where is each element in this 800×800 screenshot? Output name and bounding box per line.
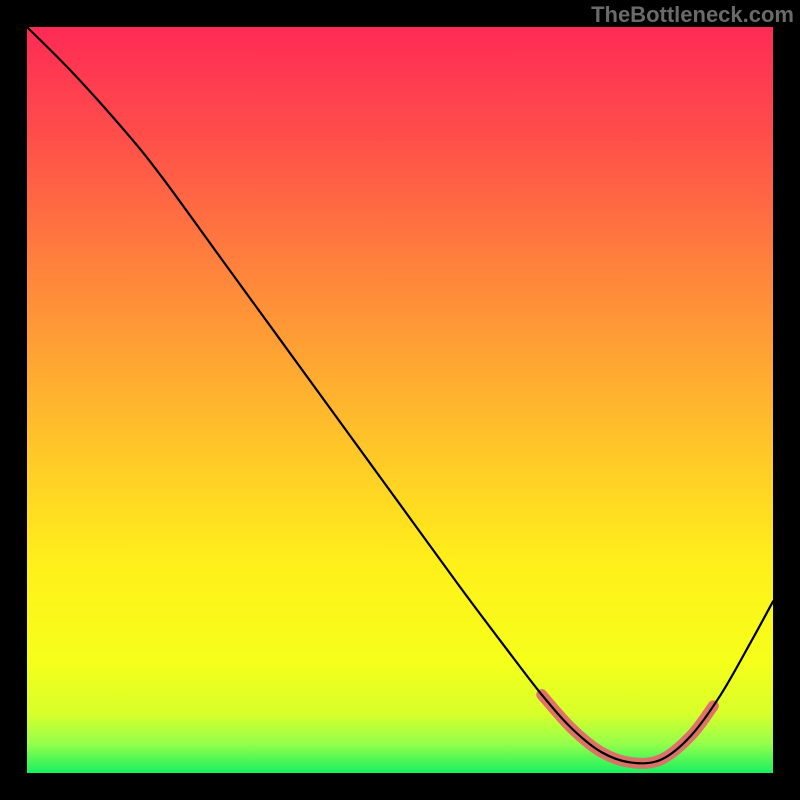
chart-stage: TheBottleneck.com bbox=[0, 0, 800, 800]
bottleneck-curve-chart bbox=[0, 0, 800, 800]
plot-background bbox=[27, 27, 773, 773]
